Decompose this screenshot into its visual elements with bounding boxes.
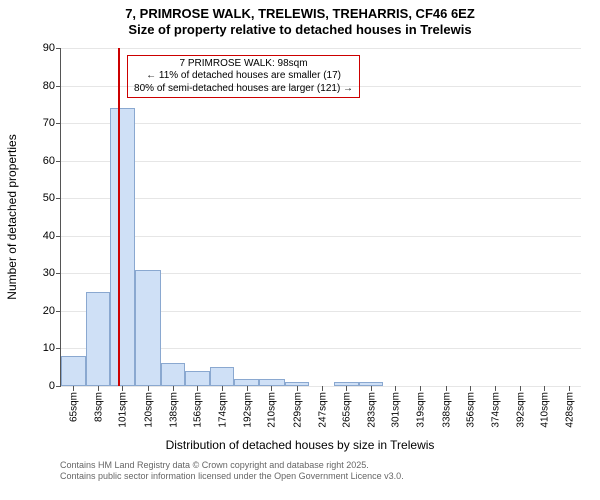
y-tick-label: 90 [43, 42, 61, 54]
x-tick-label: 247sqm [315, 392, 328, 428]
grid-line [61, 198, 581, 199]
x-tick-mark [420, 386, 421, 391]
grid-line [61, 236, 581, 237]
x-tick-label: 65sqm [67, 392, 80, 422]
x-tick-label: 120sqm [142, 392, 155, 428]
chart-container: { "title": { "line1": "7, PRIMROSE WALK,… [0, 0, 600, 500]
x-tick-mark [371, 386, 372, 391]
histogram-bar [259, 379, 285, 387]
x-tick-label: 229sqm [291, 392, 304, 428]
y-tick-label: 0 [49, 380, 61, 392]
histogram-bar [234, 379, 259, 387]
x-tick-mark [173, 386, 174, 391]
annotation-line: 80% of semi-detached houses are larger (… [134, 83, 353, 96]
x-tick-label: 410sqm [538, 392, 551, 428]
x-tick-mark [122, 386, 123, 391]
histogram-bar [61, 356, 86, 386]
annotation-box: 7 PRIMROSE WALK: 98sqm← 11% of detached … [127, 55, 360, 99]
x-tick-label: 283sqm [364, 392, 377, 428]
chart-title-line2: Size of property relative to detached ho… [0, 22, 600, 37]
x-tick-label: 428sqm [562, 392, 575, 428]
y-tick-label: 80 [43, 80, 61, 92]
x-tick-mark [446, 386, 447, 391]
grid-line [61, 161, 581, 162]
histogram-bar [86, 292, 111, 386]
x-tick-label: 156sqm [191, 392, 204, 428]
x-tick-label: 301sqm [389, 392, 402, 428]
y-axis-label: Number of detached properties [5, 134, 19, 299]
x-tick-label: 101sqm [116, 392, 129, 428]
x-tick-mark [569, 386, 570, 391]
chart-title-line1: 7, PRIMROSE WALK, TRELEWIS, TREHARRIS, C… [0, 6, 600, 21]
histogram-bar [110, 108, 135, 386]
annotation-line: 7 PRIMROSE WALK: 98sqm [134, 58, 353, 71]
x-tick-mark [470, 386, 471, 391]
histogram-bar [161, 363, 186, 386]
subject-marker-line [118, 48, 120, 386]
y-tick-label: 60 [43, 155, 61, 167]
x-tick-mark [148, 386, 149, 391]
x-tick-mark [322, 386, 323, 391]
x-tick-mark [297, 386, 298, 391]
x-tick-label: 356sqm [464, 392, 477, 428]
histogram-bar [210, 367, 235, 386]
x-tick-mark [495, 386, 496, 391]
y-tick-label: 10 [43, 342, 61, 354]
grid-line [61, 48, 581, 49]
attribution-line2: Contains public sector information licen… [60, 471, 404, 482]
y-tick-label: 20 [43, 305, 61, 317]
x-tick-label: 174sqm [216, 392, 229, 428]
x-axis-label: Distribution of detached houses by size … [0, 438, 600, 452]
x-tick-mark [520, 386, 521, 391]
grid-line [61, 123, 581, 124]
x-tick-mark [247, 386, 248, 391]
histogram-bar [135, 270, 161, 386]
y-tick-label: 50 [43, 192, 61, 204]
x-tick-label: 83sqm [91, 392, 104, 422]
x-tick-label: 192sqm [240, 392, 253, 428]
histogram-bar [185, 371, 210, 386]
attribution-text: Contains HM Land Registry data © Crown c… [60, 460, 404, 482]
x-tick-label: 138sqm [166, 392, 179, 428]
x-tick-mark [271, 386, 272, 391]
annotation-line: ← 11% of detached houses are smaller (17… [134, 70, 353, 83]
y-tick-label: 30 [43, 267, 61, 279]
x-tick-mark [222, 386, 223, 391]
x-tick-label: 265sqm [340, 392, 353, 428]
x-tick-label: 374sqm [489, 392, 502, 428]
y-tick-label: 40 [43, 230, 61, 242]
x-tick-label: 392sqm [513, 392, 526, 428]
x-tick-mark [197, 386, 198, 391]
x-tick-mark [346, 386, 347, 391]
x-tick-label: 338sqm [439, 392, 452, 428]
x-tick-mark [395, 386, 396, 391]
plot-area: 010203040506070809065sqm83sqm101sqm120sq… [60, 48, 581, 387]
attribution-line1: Contains HM Land Registry data © Crown c… [60, 460, 404, 471]
x-tick-mark [544, 386, 545, 391]
x-tick-label: 319sqm [413, 392, 426, 428]
x-tick-label: 210sqm [265, 392, 278, 428]
x-tick-mark [98, 386, 99, 391]
x-tick-mark [73, 386, 74, 391]
y-tick-label: 70 [43, 117, 61, 129]
